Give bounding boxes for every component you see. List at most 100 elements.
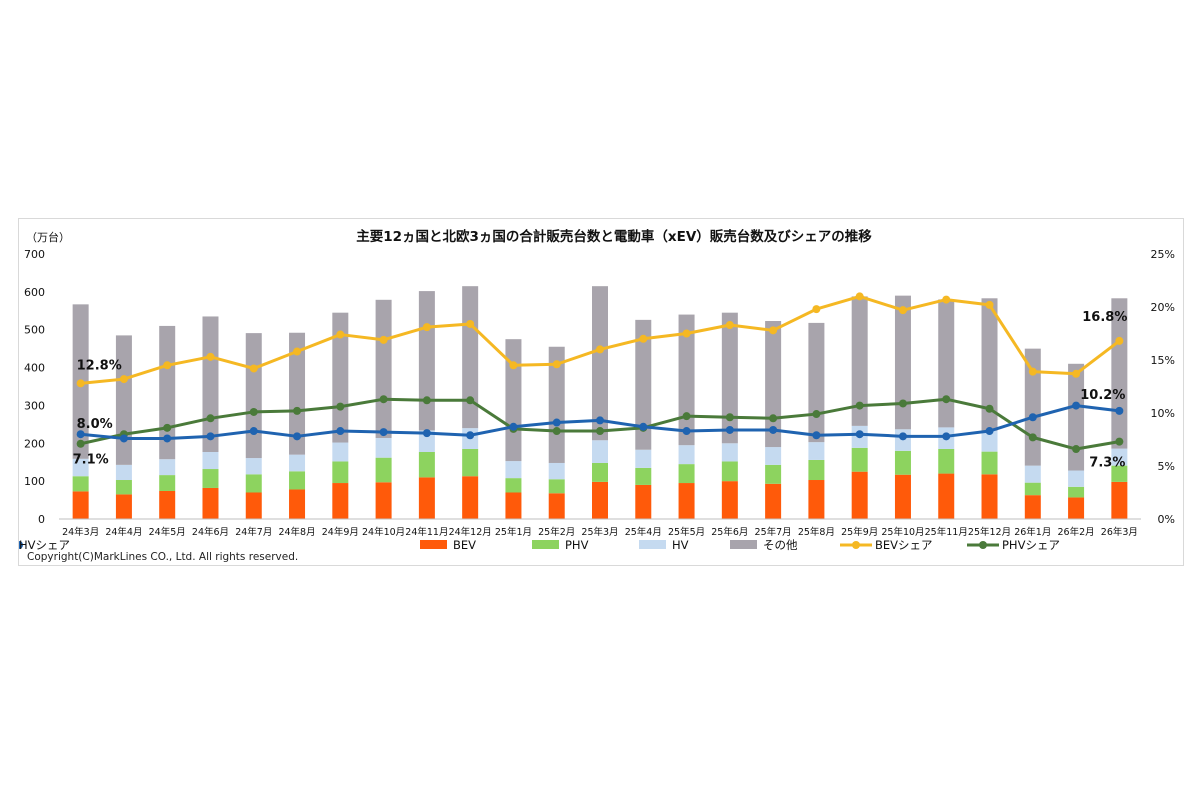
point-bev <box>509 361 518 370</box>
legend-label: HV <box>672 538 689 552</box>
x-tick-label: 25年9月 <box>841 526 878 538</box>
bar-series <box>938 299 955 428</box>
point-bev <box>1072 369 1081 378</box>
legend-marker-bev <box>852 541 860 549</box>
point-phv <box>206 414 215 423</box>
point-phv <box>466 396 475 405</box>
left-tick-label: 400 <box>24 362 45 375</box>
bar-series <box>592 286 608 441</box>
point-phv <box>1072 445 1081 454</box>
right-tick-label: 25% <box>1151 248 1175 261</box>
bar-phv <box>1111 465 1128 482</box>
point-hv <box>422 429 431 438</box>
point-bev <box>249 364 258 373</box>
left-tick-label: 300 <box>24 399 45 412</box>
point-phv <box>76 439 85 448</box>
bar-series <box>1068 363 1085 471</box>
left-tick-label: 700 <box>24 248 45 261</box>
bar-bev <box>635 484 652 519</box>
bar-hv <box>548 462 565 480</box>
x-tick-label: 24年3月 <box>62 526 99 538</box>
data-label: 16.8% <box>1082 310 1127 325</box>
data-label: 7.3% <box>1089 456 1125 471</box>
x-tick-label: 24年9月 <box>322 526 359 538</box>
bar-bev <box>289 489 306 519</box>
legend-swatch-series <box>730 540 757 549</box>
x-tick-label: 24年11月 <box>405 526 448 538</box>
point-bev <box>76 379 85 388</box>
bar-bev <box>1111 481 1128 519</box>
point-phv <box>1115 437 1124 446</box>
point-bev <box>812 305 821 314</box>
point-bev <box>336 330 345 339</box>
point-hv <box>682 427 691 436</box>
bar-phv <box>1024 482 1041 496</box>
legend-swatch-phv <box>532 540 559 549</box>
bar-phv <box>592 462 608 482</box>
bar-series <box>1024 348 1041 466</box>
point-hv <box>379 428 388 437</box>
right-tick-label: 15% <box>1151 354 1175 367</box>
point-hv <box>249 427 258 436</box>
point-bev <box>725 321 734 330</box>
point-hv <box>163 434 172 443</box>
legend-label: BEV <box>453 538 476 552</box>
point-bev <box>898 306 907 315</box>
bar-series <box>765 321 782 448</box>
left-axis-ticks: 0 100 200 300 400 500 600 700 <box>24 248 45 526</box>
x-tick-label: 25年8月 <box>798 526 835 538</box>
bar-hv <box>375 437 392 458</box>
share-annotations: 12.8% 8.0% 7.1% 16.8% 10.2% 7.3% <box>73 310 1128 471</box>
legend-label: PHV <box>565 538 589 552</box>
bar-series <box>289 332 306 455</box>
x-tick-label: 25年12月 <box>968 526 1011 538</box>
point-phv <box>249 407 258 416</box>
point-hv <box>206 432 215 441</box>
point-hv <box>942 432 951 441</box>
bar-bev <box>115 494 132 519</box>
bar-series <box>245 333 262 459</box>
bar-bev <box>1024 495 1041 519</box>
bar-phv <box>1068 486 1085 498</box>
bar-series <box>981 298 998 431</box>
point-hv <box>466 431 475 440</box>
legend-swatch-bev <box>420 540 447 549</box>
bar-phv <box>289 471 306 490</box>
legend-swatch-hv <box>639 540 666 549</box>
bar-bev <box>202 487 219 519</box>
bar-series <box>462 286 479 429</box>
point-hv <box>1028 413 1037 422</box>
legend-marker-phv <box>979 541 987 549</box>
right-axis-ticks: 0% 5% 10% 15% 20% 25% <box>1151 248 1175 526</box>
bar-bev <box>548 493 565 519</box>
point-phv <box>855 401 864 410</box>
point-phv <box>812 410 821 419</box>
bar-hv <box>72 458 89 477</box>
x-tick-label: 25年11月 <box>925 526 968 538</box>
x-tick-label: 26年3月 <box>1101 526 1138 538</box>
bar-series <box>505 339 522 462</box>
point-hv <box>293 432 302 441</box>
x-tick-label: 25年4月 <box>625 526 662 538</box>
point-phv <box>898 399 907 408</box>
point-phv <box>769 414 778 423</box>
bar-hv <box>1024 465 1041 483</box>
legend: BEV PHV HV その他 BEVシェア PHVシェア HVシェア <box>15 538 1060 552</box>
x-tick-label: 25年5月 <box>668 526 705 538</box>
bar-bev <box>981 474 998 519</box>
bar-bev <box>894 474 911 519</box>
point-bev <box>639 334 648 343</box>
bar-phv <box>202 469 219 488</box>
stacked-bars <box>72 286 1128 519</box>
bar-phv <box>375 457 392 483</box>
bar-hv <box>592 440 608 463</box>
point-phv <box>379 395 388 404</box>
chart-title: 主要12ヵ国と北欧3ヵ国の合計販売台数と電動車（xEV）販売台数及びシェアの推移 <box>356 228 872 245</box>
right-tick-label: 10% <box>1151 407 1175 420</box>
bar-series <box>115 335 132 465</box>
x-tick-label: 26年2月 <box>1058 526 1095 538</box>
point-hv <box>898 432 907 441</box>
point-hv <box>552 418 561 427</box>
point-hv <box>509 422 518 431</box>
bar-phv <box>115 480 132 495</box>
